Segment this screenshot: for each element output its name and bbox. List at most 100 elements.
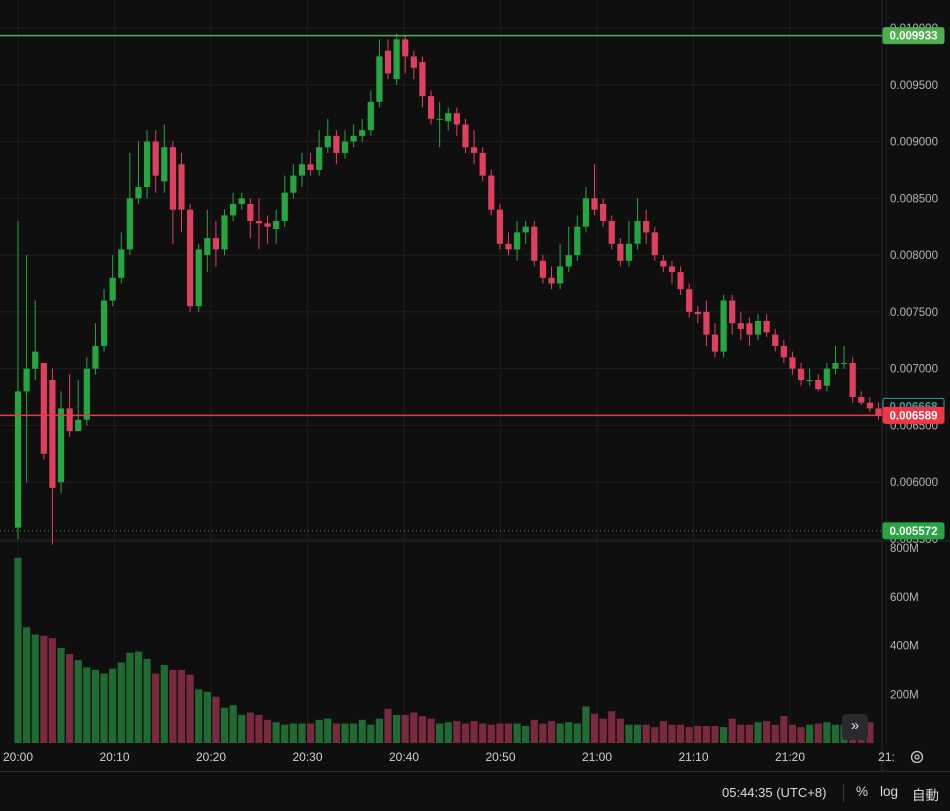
candle-body <box>333 135 340 153</box>
volume-bar <box>788 724 797 743</box>
candle-body <box>66 408 73 432</box>
candle-body <box>410 56 417 68</box>
candle-body <box>625 243 633 261</box>
candle-body <box>350 135 357 142</box>
volume-bar <box>831 724 840 743</box>
time-tick-label: 21:20 <box>775 750 805 764</box>
volume-bar <box>823 722 831 743</box>
volume-bar <box>797 727 805 743</box>
candle-body <box>118 249 125 278</box>
candle-body <box>651 232 658 256</box>
scroll-to-latest-button[interactable]: » <box>842 714 868 740</box>
candle-body <box>849 362 856 398</box>
volume-bar <box>298 723 306 743</box>
candle-body <box>840 362 848 364</box>
volume-bar <box>599 718 607 743</box>
candle-body <box>539 260 546 278</box>
volume-bar <box>565 722 573 743</box>
candle-body <box>238 198 245 205</box>
candle-body <box>677 272 684 290</box>
volume-bar <box>694 725 702 743</box>
volume-bar <box>539 723 547 743</box>
volume-bar <box>504 723 513 743</box>
volume-bar <box>272 722 280 743</box>
candle-body <box>780 345 787 358</box>
candle-body <box>221 215 228 250</box>
candle-body <box>600 204 607 222</box>
time-tick-label: 20:20 <box>196 750 226 764</box>
candle-body <box>754 320 762 335</box>
volume-bar <box>126 652 134 743</box>
candle-body <box>359 130 366 136</box>
volume-bar <box>324 718 332 743</box>
footer-divider <box>843 784 844 802</box>
log-scale-button[interactable]: log <box>880 784 899 799</box>
price-tick-label: 0.009000 <box>890 137 938 149</box>
volume-tick-label: 200M <box>890 689 919 701</box>
volume-bar <box>547 721 556 743</box>
volume-bar <box>203 691 211 743</box>
candle-body <box>23 368 30 392</box>
volume-bar <box>461 723 470 743</box>
candle-body <box>264 223 271 227</box>
volume-bar <box>582 706 590 743</box>
volume-bar <box>866 722 874 743</box>
price-chart[interactable]: 0.0100000.0095000.0090000.0085000.008000… <box>0 0 950 771</box>
volume-bar <box>263 719 272 743</box>
candle-body <box>307 164 314 170</box>
volume-bar <box>315 719 323 743</box>
volume-bar <box>728 718 736 743</box>
volume-bar <box>590 713 599 743</box>
volume-bar <box>556 723 564 743</box>
candle-body <box>694 311 701 315</box>
auto-scale-button[interactable]: 自動 <box>912 788 939 803</box>
volume-bar <box>763 721 771 743</box>
volume-bar <box>651 727 659 743</box>
candle-body <box>574 226 581 256</box>
candle-body <box>513 232 521 250</box>
candle-body <box>186 209 194 307</box>
volume-bar <box>14 557 22 743</box>
time-tick-label: 20:50 <box>485 750 515 764</box>
candle-body <box>436 118 443 120</box>
candle-body <box>445 113 452 122</box>
time-tick-label: 21:10 <box>678 750 708 764</box>
candle-body <box>634 221 641 244</box>
candle-body <box>247 204 254 222</box>
volume-bar <box>633 724 642 743</box>
candle-body <box>763 320 770 333</box>
candle-body <box>711 334 719 352</box>
volume-bar <box>479 723 487 743</box>
volume-bar <box>66 654 74 743</box>
candle-body <box>617 243 624 261</box>
last-price-badge <box>882 406 945 424</box>
timezone-clock[interactable]: 05:44:35 (UTC+8) <box>722 785 827 800</box>
volume-bar <box>143 658 151 743</box>
candle-body <box>384 50 392 74</box>
volume-bar <box>780 716 788 743</box>
candle-body <box>178 164 185 210</box>
volume-bar <box>341 723 349 743</box>
gear-icon[interactable] <box>909 749 925 765</box>
candle-body <box>427 96 435 119</box>
volume-bar <box>40 635 48 743</box>
volume-bar <box>117 662 125 743</box>
candle-body <box>522 226 529 233</box>
volume-bar <box>332 723 340 743</box>
candle-body <box>255 221 263 224</box>
candle-body <box>686 289 693 312</box>
volume-bar <box>522 725 530 743</box>
low-price-badge <box>882 522 945 540</box>
footer-bar: 05:44:35 (UTC+8) % log 自動 <box>0 771 950 811</box>
volume-bar <box>806 724 814 743</box>
candle-body <box>470 147 478 153</box>
candle-body <box>204 238 211 256</box>
candle-body <box>290 175 297 193</box>
price-tick-label: 0.006000 <box>890 477 938 489</box>
percent-scale-button[interactable]: % <box>856 784 869 799</box>
price-tick-label: 0.008500 <box>890 193 938 205</box>
volume-bar <box>616 718 624 743</box>
candle-body <box>341 141 349 153</box>
candle-body <box>83 368 90 420</box>
candle-body <box>109 277 116 301</box>
